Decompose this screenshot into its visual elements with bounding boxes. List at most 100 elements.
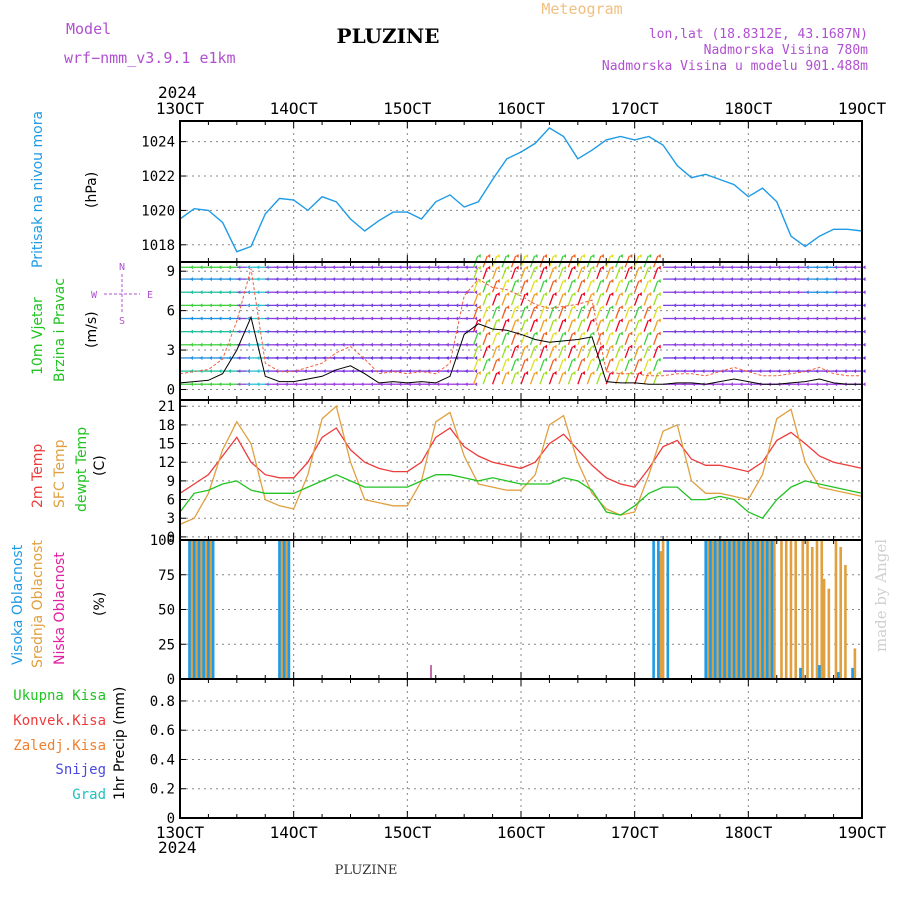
wind-arrowhead — [496, 331, 500, 336]
wind-arrow — [548, 267, 555, 280]
wind-arrow — [501, 307, 507, 319]
wind-arrow — [596, 293, 602, 306]
wind-arrowhead — [657, 331, 661, 336]
wind-ytick-label: 6 — [167, 304, 175, 320]
wind-arrowhead — [591, 292, 595, 297]
wind-arrow — [605, 267, 611, 280]
temp-ytick-label: 0 — [167, 530, 175, 546]
wind-arrow — [643, 280, 649, 293]
wind-arrowhead — [610, 253, 614, 258]
wind-arrow — [624, 307, 630, 319]
wind-arrow — [624, 346, 630, 359]
pressure-ylabel-name: Pritisak na nivou mora — [30, 111, 46, 268]
wind-arrow — [624, 267, 630, 280]
pressure-ytick-label: 1018 — [141, 238, 175, 254]
wind-arrowhead — [657, 278, 661, 283]
wind-arrow — [548, 280, 555, 293]
wind-arrow — [653, 359, 659, 372]
wind-arrowhead — [648, 253, 652, 258]
wind-arrow — [586, 267, 593, 280]
wind-arrowhead — [629, 370, 633, 375]
wind-arrowhead — [600, 305, 604, 310]
cloud-ytick-label: 0 — [167, 672, 175, 688]
wind-arrow — [615, 333, 621, 346]
wind-arrow — [586, 307, 593, 319]
wind-arrowhead — [515, 344, 519, 349]
mid-cloud-bar — [659, 551, 663, 679]
wind-arrowhead — [525, 331, 529, 336]
wind-arrowhead — [572, 292, 576, 297]
wind-arrow — [577, 320, 583, 332]
model-label: Model — [66, 20, 111, 38]
time-tick-bottom: 14OCT — [270, 823, 319, 842]
precip-legend-item: Konvek.Kisa — [13, 713, 106, 729]
wind-arrowhead — [506, 253, 510, 258]
wind-arrowhead — [474, 277, 478, 282]
compass-n-label: N — [119, 262, 125, 273]
wind-arrowhead — [562, 253, 566, 258]
cloud-ytick-label: 50 — [158, 603, 175, 619]
pressure-ylabel-unit: (hPa) — [84, 172, 100, 208]
wind-arrowhead — [553, 278, 557, 283]
precip-ytick-label: 0.8 — [150, 694, 175, 710]
mid-cloud-bar — [844, 565, 847, 679]
wind-arrowhead — [496, 278, 500, 283]
cloud-panel: 0 25 50 75 100 — [150, 533, 863, 688]
wind-arrowhead — [506, 318, 510, 323]
high-cloud-bar — [737, 540, 741, 679]
cloud-ytick-label: 100 — [150, 533, 175, 549]
wind-arrow — [558, 267, 564, 280]
wind-arrow — [558, 307, 564, 319]
wind-arrowhead — [581, 278, 585, 283]
wind-arrow — [539, 307, 545, 319]
wind-arrow — [548, 320, 555, 332]
wind-arrow — [605, 333, 611, 346]
wind-arrowhead — [534, 265, 538, 270]
wind-arrow — [605, 280, 611, 293]
year-top: 2024 — [158, 83, 197, 102]
time-tick-bottom: 19OCT — [838, 823, 887, 842]
wind-arrow — [653, 280, 659, 293]
wind-arrowhead — [591, 265, 595, 270]
wind-arrow — [539, 346, 545, 359]
wind-arrowhead — [619, 253, 623, 258]
wind-arrowhead — [638, 357, 642, 362]
wind-arrowhead — [477, 253, 481, 258]
high-cloud-bar — [756, 540, 760, 679]
wind-arrowhead — [477, 265, 481, 270]
precip-legend: Ukupna Kisa Konvek.Kisa Zaledj.Kisa Snijeg G… — [13, 688, 106, 803]
high-cloud-bar — [652, 540, 655, 679]
wind-arrowhead — [648, 278, 652, 283]
high-cloud-bar — [723, 540, 726, 679]
wind-arrow — [586, 293, 593, 306]
wind-arrow — [473, 359, 479, 372]
wind-arrowhead — [553, 318, 557, 323]
wind-arrow — [586, 346, 593, 359]
wind-arrow — [491, 267, 498, 280]
wind-arrowhead — [496, 253, 500, 258]
wind-arrowhead — [474, 303, 478, 308]
mid-cloud-bar — [280, 540, 284, 679]
wind-arrowhead — [544, 292, 548, 297]
high-cloud-bar — [211, 540, 215, 679]
time-axis-bottom: 13OCT 14OCT 15OCT 16OCT 17OCT 18OCT 19OCT — [156, 823, 887, 842]
wind-arrowhead — [572, 357, 576, 362]
wind-ylabel-unit: (m/s) — [84, 311, 100, 348]
wind-arrowhead — [534, 305, 538, 310]
wind-arrow — [567, 346, 574, 359]
wind-arrowhead — [544, 278, 548, 283]
wind-arrowhead — [610, 370, 614, 375]
wind-arrow — [605, 372, 611, 385]
cloud-ylabel-low: Niska Oblacnost — [52, 552, 68, 665]
time-tick-bottom: 15OCT — [383, 823, 432, 842]
wind-arrow — [520, 293, 526, 306]
wind-arrow — [567, 307, 574, 319]
wind-arrow — [482, 307, 488, 319]
wind-arrowhead — [629, 357, 633, 362]
wind-arrowhead — [477, 305, 481, 310]
wind-arrow — [586, 372, 593, 385]
wind-arrow — [510, 293, 517, 306]
wind-arrow — [596, 320, 602, 332]
high-cloud-bar — [197, 540, 201, 679]
mid-cloud-bar — [768, 540, 771, 679]
